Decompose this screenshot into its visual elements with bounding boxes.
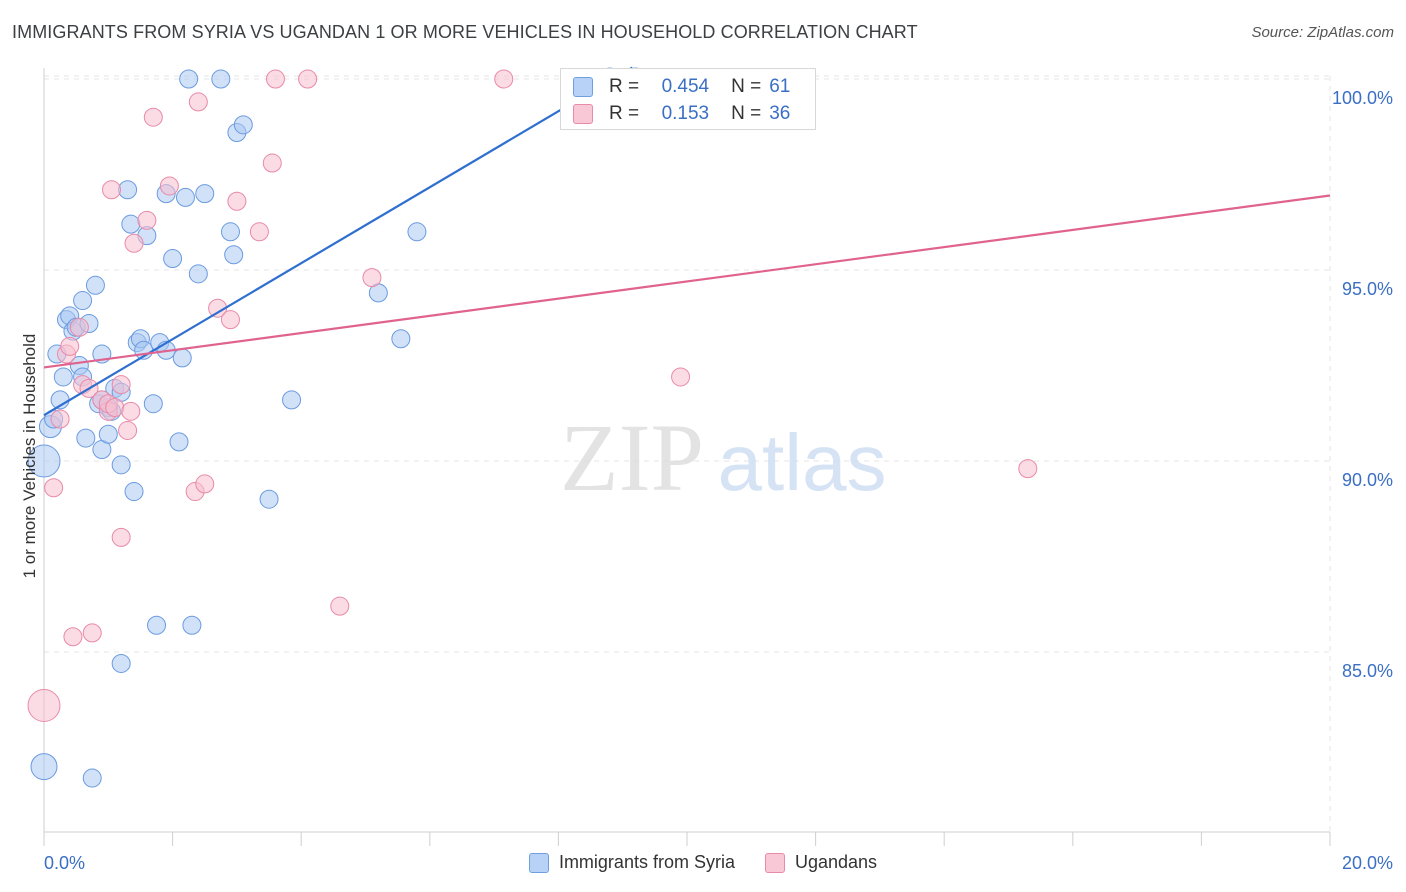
legend-r-value: 0.153 <box>661 103 710 124</box>
x-tick-label: 20.0% <box>1342 853 1393 873</box>
legend-item-ugandans[interactable]: Ugandans <box>764 852 878 873</box>
data-point-blue <box>233 115 253 135</box>
data-point-blue <box>85 275 105 295</box>
data-point-pink <box>105 398 125 418</box>
legend-r-label: R = <box>609 103 640 124</box>
data-point-pink <box>27 688 61 722</box>
data-point-blue <box>27 444 61 478</box>
data-point-pink <box>494 69 514 89</box>
data-point-blue <box>163 249 183 269</box>
data-point-pink <box>111 527 131 547</box>
legend-swatch-blue <box>573 77 593 97</box>
data-point-pink <box>195 474 215 494</box>
y-tick-label: 95.0% <box>1342 279 1393 299</box>
data-point-pink <box>69 317 89 337</box>
data-point-blue <box>172 348 192 368</box>
legend-swatch-blue <box>528 852 549 873</box>
data-point-blue <box>169 432 189 452</box>
legend-n-value: 36 <box>769 103 791 124</box>
data-point-blue <box>188 264 208 284</box>
x-tick-label: 0.0% <box>44 853 85 873</box>
y-tick-label: 100.0% <box>1332 88 1393 108</box>
trend-line-pink <box>43 194 1331 369</box>
legend-row-syria: R = 0.454 N = 61 <box>573 75 790 99</box>
data-point-blue <box>98 424 118 444</box>
data-points <box>27 67 1038 788</box>
data-point-blue <box>111 455 131 475</box>
data-point-pink <box>63 627 83 647</box>
data-point-blue <box>211 69 231 89</box>
legend-r-label: R = <box>609 76 640 97</box>
chart-title: IMMIGRANTS FROM SYRIA VS UGANDAN 1 OR MO… <box>12 22 918 42</box>
trend-lines <box>43 66 1331 417</box>
stats-legend: R = 0.454 N = 61 R = 0.153 N = 36 <box>560 68 816 130</box>
data-point-blue <box>259 489 279 509</box>
watermark-atlas: atlas <box>718 418 887 507</box>
data-point-pink <box>671 367 691 387</box>
data-point-blue <box>182 615 202 635</box>
watermark: ZIP atlas <box>560 404 886 511</box>
trend-line-blue <box>43 66 633 417</box>
data-point-pink <box>265 69 285 89</box>
data-point-blue <box>111 653 131 673</box>
data-point-pink <box>118 420 138 440</box>
data-point-blue <box>121 214 141 234</box>
data-point-pink <box>227 191 247 211</box>
data-point-blue <box>118 180 138 200</box>
data-point-blue <box>220 222 240 242</box>
data-point-pink <box>124 233 144 253</box>
data-point-blue <box>282 390 302 410</box>
y-tick-label: 85.0% <box>1342 661 1393 681</box>
legend-item-syria[interactable]: Immigrants from Syria <box>528 852 735 873</box>
data-point-pink <box>44 478 64 498</box>
legend-row-ugandans: R = 0.153 N = 36 <box>573 102 790 126</box>
data-point-pink <box>298 69 318 89</box>
data-point-pink <box>137 210 157 230</box>
data-point-blue <box>82 768 102 788</box>
legend-r-value: 0.454 <box>661 76 710 97</box>
data-point-blue <box>147 615 167 635</box>
data-point-pink <box>188 92 208 112</box>
data-point-pink <box>50 409 70 429</box>
legend-swatch-pink <box>764 852 785 873</box>
data-point-pink <box>249 222 269 242</box>
tick-labels: 100.0% 95.0% 90.0% 85.0% 0.0% 20.0% <box>44 88 1393 873</box>
data-point-blue <box>124 482 144 502</box>
data-point-blue <box>76 428 96 448</box>
data-point-blue <box>407 222 427 242</box>
data-point-blue <box>53 367 73 387</box>
data-point-pink <box>330 596 350 616</box>
data-point-blue <box>195 184 215 204</box>
legend-n-label: N = <box>731 76 762 97</box>
data-point-pink <box>1018 459 1038 479</box>
data-point-pink <box>143 107 163 127</box>
legend-series-name: Immigrants from Syria <box>558 852 735 872</box>
data-point-pink <box>102 180 122 200</box>
data-point-blue <box>224 245 244 265</box>
data-point-pink <box>60 336 80 356</box>
data-point-pink <box>111 375 131 395</box>
data-point-blue <box>179 69 199 89</box>
data-point-blue <box>143 394 163 414</box>
data-point-pink <box>82 623 102 643</box>
legend-series-name: Ugandans <box>794 852 878 872</box>
y-axis-label: 1 or more Vehicles in Household <box>20 333 39 579</box>
data-point-pink <box>362 268 382 288</box>
data-point-pink <box>220 310 240 330</box>
data-point-pink <box>262 153 282 173</box>
series-legend: Immigrants from Syria Ugandans <box>0 852 1406 873</box>
legend-n-label: N = <box>731 103 762 124</box>
data-point-blue <box>73 291 93 311</box>
watermark-zip: ZIP <box>560 404 704 511</box>
data-point-pink <box>159 176 179 196</box>
data-point-pink <box>121 401 141 421</box>
source-credit: Source: ZipAtlas.com <box>1251 24 1394 41</box>
data-point-blue <box>30 753 58 781</box>
y-tick-label: 90.0% <box>1342 470 1393 490</box>
legend-swatch-pink <box>573 104 593 124</box>
data-point-blue <box>175 187 195 207</box>
data-point-blue <box>391 329 411 349</box>
legend-n-value: 61 <box>769 76 791 97</box>
